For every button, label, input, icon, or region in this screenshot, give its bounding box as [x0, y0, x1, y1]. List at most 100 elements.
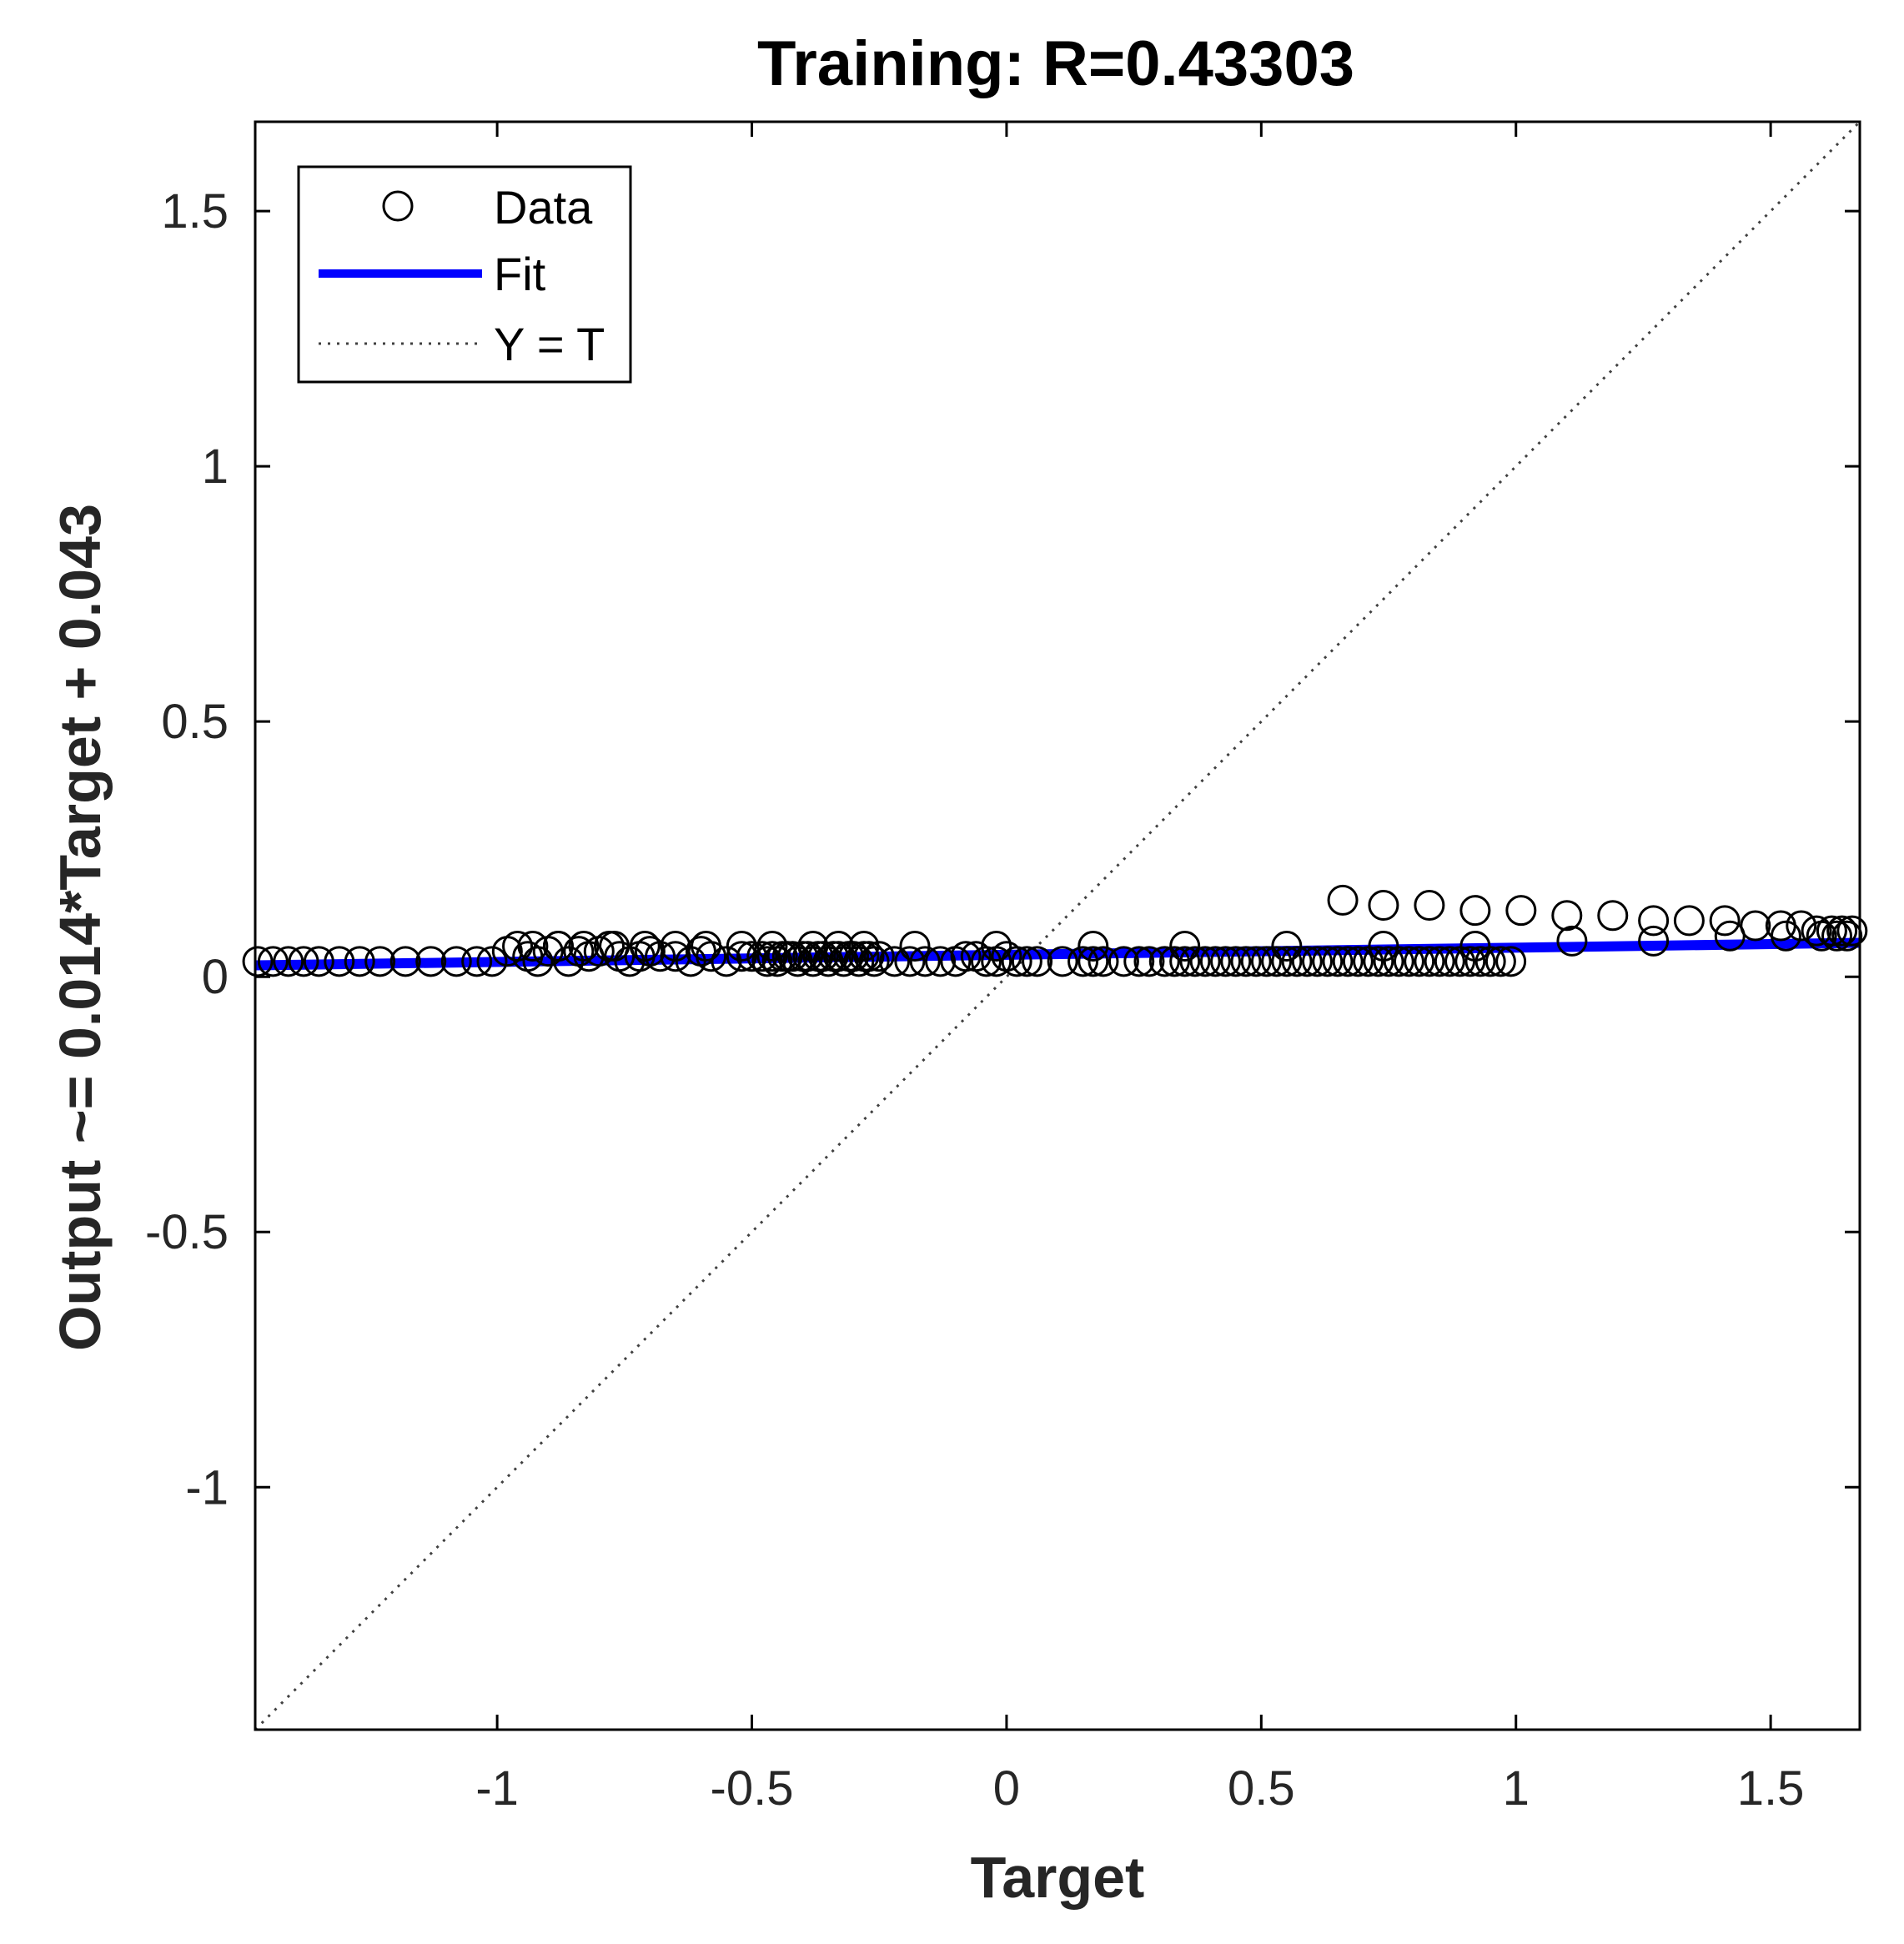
legend: Data Fit Y = T: [297, 165, 632, 384]
data-point: [751, 946, 783, 977]
data-point: [1485, 946, 1516, 977]
data-point: [746, 941, 778, 972]
data-point: [1363, 946, 1394, 977]
data-point: [1638, 905, 1670, 937]
y-tick-label: -1: [185, 1460, 229, 1515]
data-point: [1011, 946, 1042, 977]
data-point: [645, 941, 676, 972]
axes-box: [254, 120, 1861, 1731]
data-point: [822, 930, 854, 962]
data-point: [1078, 930, 1109, 962]
data-point: [776, 941, 808, 972]
data-point: [1169, 930, 1201, 962]
data-point: [1179, 946, 1211, 977]
data-point: [1368, 890, 1399, 922]
data-point: [303, 946, 334, 977]
data-point: [1158, 946, 1190, 977]
data-point: [1342, 946, 1374, 977]
data-point: [1327, 884, 1359, 916]
data-point: [1373, 946, 1404, 977]
data-point: [1271, 930, 1303, 962]
data-point: [925, 946, 957, 977]
x-tick-label: 1.5: [1737, 1761, 1805, 1816]
x-tick-label: -1: [475, 1761, 519, 1816]
data-point: [1001, 946, 1032, 977]
y-axis-title: Output ~= 0.014*Target + 0.043: [48, 504, 113, 1351]
data-point: [1291, 946, 1323, 977]
y-tick-label: 1.5: [161, 184, 229, 239]
data-point: [756, 941, 788, 972]
data-point: [1556, 925, 1588, 957]
x-tick-label: 0: [993, 1761, 1020, 1816]
data-point: [502, 930, 534, 962]
data-point: [736, 941, 768, 972]
data-point: [1169, 946, 1201, 977]
x-tick-label: 1: [1503, 1761, 1530, 1816]
data-point: [1199, 946, 1231, 977]
data-point: [807, 941, 839, 972]
data-point: [1368, 930, 1399, 962]
data-point: [1108, 946, 1139, 977]
legend-label-data: Data: [494, 181, 593, 234]
data-point: [461, 946, 493, 977]
data-point: [1047, 946, 1078, 977]
data-point: [1393, 946, 1424, 977]
data-point: [726, 930, 757, 962]
x-tick-label: 0.5: [1228, 1761, 1295, 1816]
data-point: [1312, 946, 1344, 977]
data-point: [1078, 946, 1109, 977]
data-point: [517, 930, 549, 962]
data-point: [1250, 946, 1282, 977]
legend-label-fit: Fit: [494, 248, 546, 300]
data-point: [599, 930, 630, 962]
data-point: [1230, 946, 1262, 977]
data-point: [389, 946, 421, 977]
data-point: [1414, 890, 1445, 922]
data-point: [1068, 946, 1099, 977]
data-point: [1464, 946, 1496, 977]
plot-area: -1 -0.5 0 0.5 1 1.5 -1 -0.5 0 0.5 1 1.5: [145, 120, 1868, 1816]
data-point: [1322, 946, 1354, 977]
data-point: [1831, 920, 1863, 952]
data-point: [1821, 920, 1853, 952]
data-point: [858, 946, 890, 977]
data-point: [838, 941, 870, 972]
data-point: [542, 930, 574, 962]
data-point: [1424, 946, 1455, 977]
data-point: [1148, 946, 1180, 977]
data-point: [1765, 910, 1796, 942]
data-point: [909, 946, 941, 977]
data-point: [1414, 946, 1445, 977]
data-point: [660, 941, 691, 972]
data-point: [1123, 946, 1155, 977]
data-point: [1261, 946, 1293, 977]
legend-data-marker: [382, 190, 414, 222]
data-point: [1459, 930, 1491, 962]
data-point: [950, 941, 982, 972]
data-point: [1302, 946, 1334, 977]
data-point: [1022, 946, 1053, 977]
data-point: [1454, 946, 1486, 977]
data-point: [1495, 946, 1527, 977]
data-point: [970, 946, 1002, 977]
data-point: [1281, 946, 1313, 977]
y-tick-label: 1: [202, 440, 229, 494]
data-point: [1786, 910, 1817, 942]
data-point: [288, 946, 319, 977]
data-point: [848, 930, 880, 962]
data-point: [629, 930, 661, 962]
data-point: [1740, 910, 1771, 942]
data-point: [726, 941, 757, 972]
data-point: [1826, 915, 1858, 947]
data-point: [415, 946, 447, 977]
data-point: [1816, 915, 1847, 947]
data-point: [1673, 905, 1705, 937]
data-point: [1801, 915, 1832, 947]
y-tick-label: -0.5: [145, 1205, 229, 1259]
data-point: [756, 930, 788, 962]
data-point: [660, 930, 691, 962]
data-point: [1332, 946, 1364, 977]
data-point: [1133, 946, 1165, 977]
y-tick-label: 0: [202, 950, 229, 1004]
chart-title: Training: R=0.43303: [757, 28, 1354, 99]
